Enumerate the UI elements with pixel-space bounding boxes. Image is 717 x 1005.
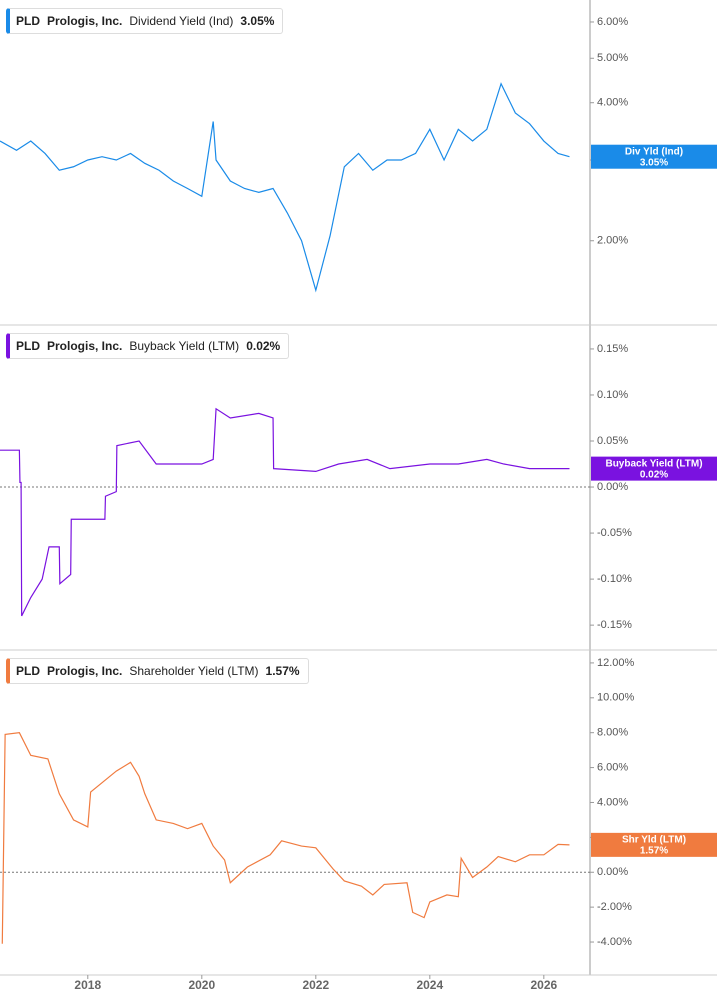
badge-value: 3.05%: [640, 157, 668, 168]
ticker: PLD: [16, 664, 40, 678]
x-tick-label: 2020: [188, 978, 215, 992]
x-tick-label: 2018: [74, 978, 101, 992]
ticker: PLD: [16, 339, 40, 353]
current-value: 3.05%: [240, 14, 275, 28]
current-value: 1.57%: [265, 664, 300, 678]
y-tick-label: -2.00%: [597, 901, 632, 913]
company: Prologis, Inc.: [47, 664, 123, 678]
y-tick-label: 0.00%: [597, 481, 628, 493]
legend-header: PLD Prologis, Inc. Buyback Yield (LTM) 0.02…: [6, 333, 290, 359]
y-tick-label: 6.00%: [597, 761, 628, 773]
current-value: 0.02%: [246, 339, 281, 353]
value-badge: [591, 144, 717, 169]
x-tick-label: 2026: [530, 978, 557, 992]
y-tick-label: -0.05%: [597, 527, 632, 539]
y-tick-label: 0.00%: [597, 866, 628, 878]
company: Prologis, Inc.: [47, 339, 123, 353]
value-badge: [591, 832, 717, 857]
y-tick-label: 12.00%: [597, 657, 635, 669]
value-badge: [591, 456, 717, 481]
y-tick-label: 2.00%: [597, 235, 628, 247]
badge-label: Shr Yld (LTM): [622, 835, 686, 846]
series-name: Buyback Yield (LTM): [129, 339, 240, 353]
y-tick-label: 4.00%: [597, 97, 628, 109]
y-tick-label: 6.00%: [597, 16, 628, 28]
badge-value: 0.02%: [640, 469, 668, 480]
series-line: [1, 732, 570, 944]
y-tick-label: 0.10%: [597, 389, 628, 401]
series-name: Dividend Yield (Ind): [129, 14, 234, 28]
badge-label: Div Yld (Ind): [625, 146, 683, 157]
x-tick-label: 2024: [416, 978, 443, 992]
badge-label: Buyback Yield (LTM): [605, 458, 702, 469]
y-tick-label: 0.05%: [597, 435, 628, 447]
y-tick-label: 8.00%: [597, 727, 628, 739]
y-tick-label: -0.10%: [597, 573, 632, 585]
series-line: [0, 407, 570, 617]
legend-header: PLD Prologis, Inc. Shareholder Yield (LTM)…: [6, 658, 309, 684]
company: Prologis, Inc.: [47, 14, 123, 28]
y-tick-label: -0.15%: [597, 619, 632, 631]
series-name: Shareholder Yield (LTM): [129, 664, 259, 678]
y-tick-label: -4.00%: [597, 936, 632, 948]
x-tick-label: 2022: [302, 978, 329, 992]
badge-value: 1.57%: [640, 846, 668, 857]
ticker: PLD: [16, 14, 40, 28]
y-tick-label: 5.00%: [597, 52, 628, 64]
legend-header: PLD Prologis, Inc. Dividend Yield (Ind) 3.0…: [6, 8, 284, 34]
y-tick-label: 4.00%: [597, 796, 628, 808]
y-tick-label: 0.15%: [597, 343, 628, 355]
y-tick-label: 10.00%: [597, 692, 635, 704]
series-line: [0, 82, 570, 293]
